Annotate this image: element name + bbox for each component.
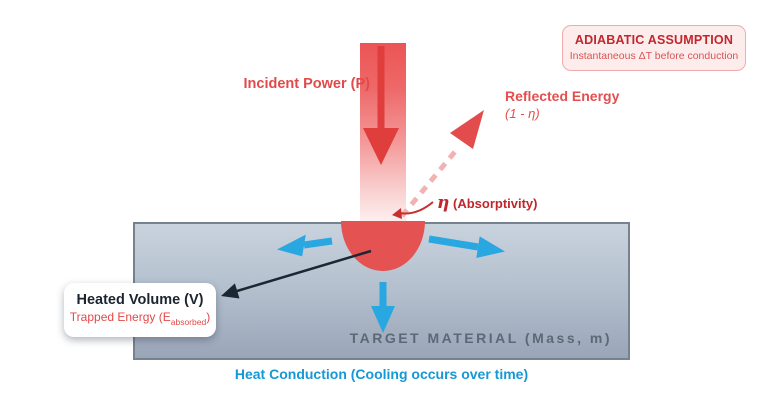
reflected-energy-arrow-head bbox=[450, 110, 484, 149]
incident-beam bbox=[360, 43, 406, 222]
heated-volume-title: Heated Volume (V) bbox=[76, 292, 204, 308]
incident-power-label: Incident Power (P) bbox=[243, 76, 371, 92]
reflected-energy-label: Reflected Energy bbox=[505, 88, 620, 104]
trapped-energy-label: Trapped Energy (Eabsorbed) bbox=[64, 310, 216, 327]
trapped-energy-prefix: Trapped Energy (E bbox=[69, 310, 171, 324]
eta-symbol: η bbox=[437, 193, 450, 213]
heat-conduction-label: Heat Conduction (Cooling occurs over tim… bbox=[234, 366, 529, 382]
adiabatic-assumption-box: ADIABATIC ASSUMPTION Instantaneous ΔT be… bbox=[562, 25, 746, 71]
absorptivity-label: η (Absorptivity) bbox=[437, 193, 538, 213]
adiabatic-title: ADIABATIC ASSUMPTION bbox=[574, 33, 734, 47]
trapped-energy-suffix: ) bbox=[206, 310, 211, 324]
reflected-fraction-label: (1 - η) bbox=[505, 106, 540, 121]
absorptivity-text: (Absorptivity) bbox=[449, 196, 538, 211]
target-material-label: TARGET MATERIAL (Mass, m) bbox=[349, 330, 612, 346]
heated-volume-box: Heated Volume (V) Trapped Energy (Eabsor… bbox=[64, 283, 216, 337]
adiabatic-subtitle: Instantaneous ΔT before conduction bbox=[569, 50, 739, 62]
trapped-energy-subscript: absorbed bbox=[170, 317, 207, 327]
